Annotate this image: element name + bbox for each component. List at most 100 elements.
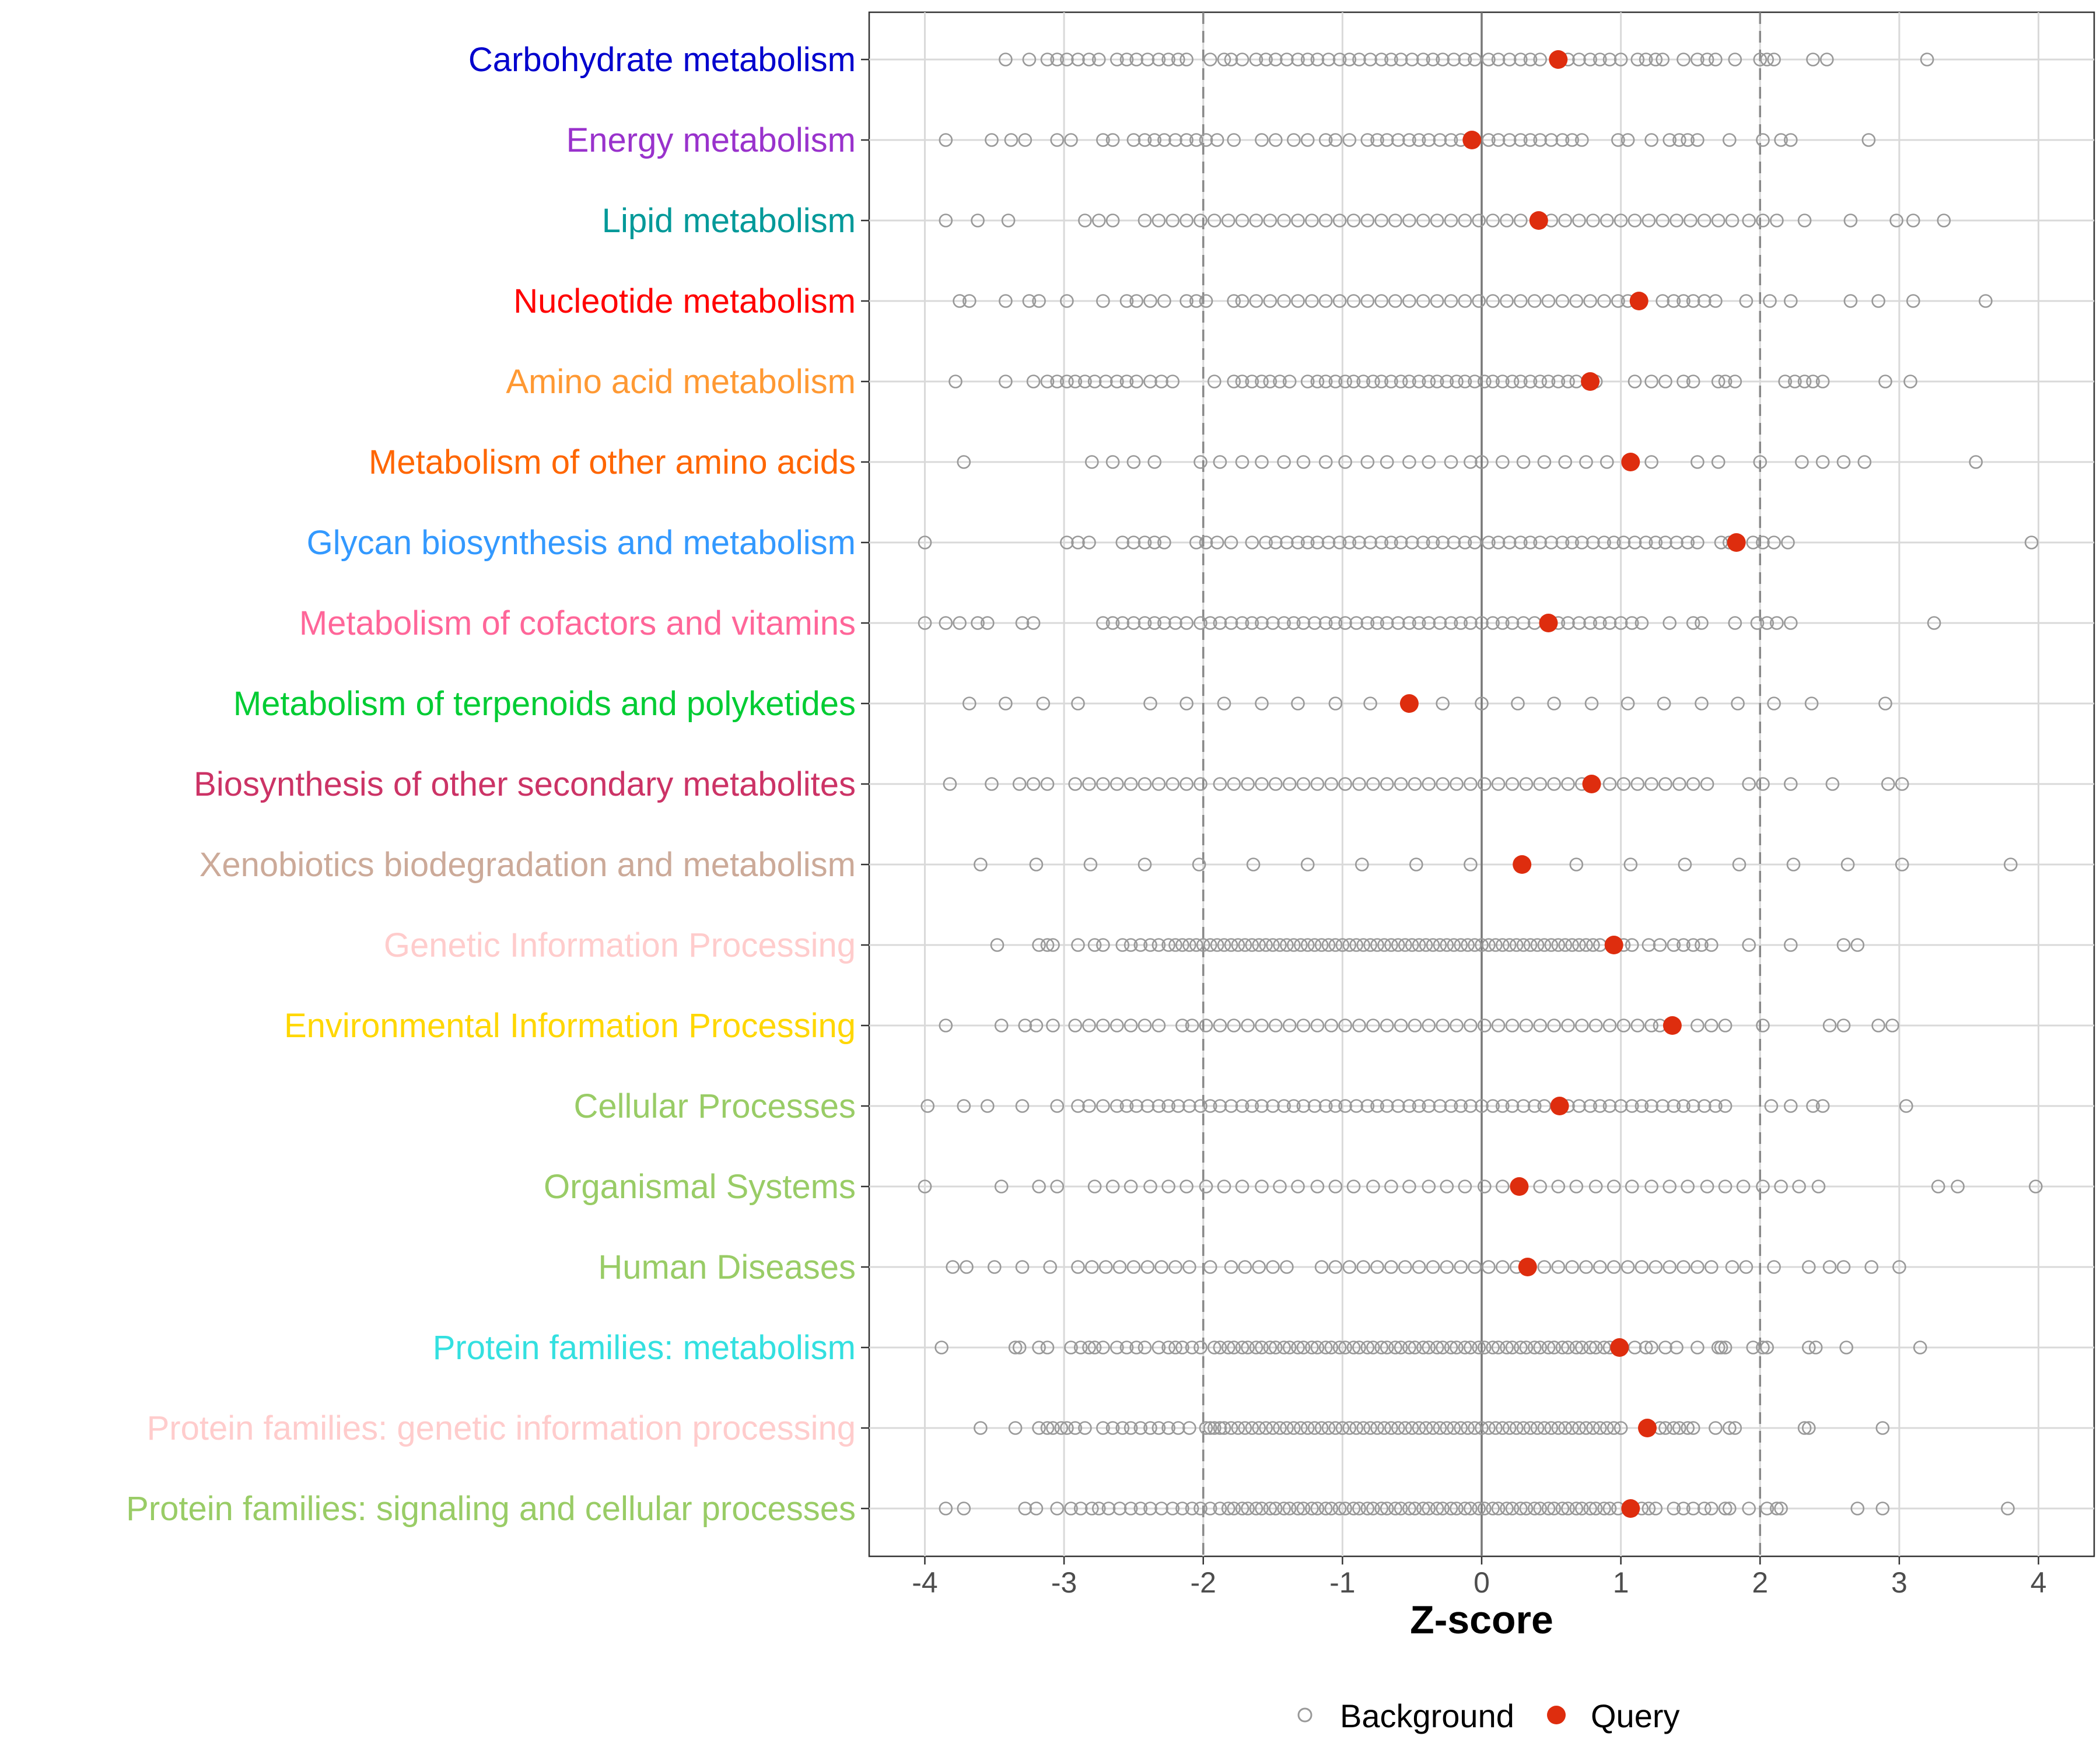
category-label: Protein families: genetic information pr… [147,1409,856,1447]
background-point [1171,1421,1185,1435]
background-point [1840,858,1855,872]
query-point [1604,936,1623,954]
background-point [1140,1099,1155,1113]
background-point [1478,777,1492,791]
background-point [1296,1099,1311,1113]
background-point [1143,374,1157,388]
background-point [1374,294,1388,308]
category-label: Cellular Processes [573,1087,856,1125]
background-point [1468,1421,1482,1435]
background-point [1698,214,1712,228]
background-point [1593,1099,1607,1113]
background-point [1458,294,1472,308]
category-label: Lipid metabolism [602,202,856,240]
background-point [1797,214,1812,228]
background-point [1213,455,1227,469]
background-point [1464,858,1478,872]
background-point [1572,1421,1586,1435]
background-point [1366,1502,1380,1516]
background-point [1541,294,1556,308]
background-point [1881,777,1895,791]
background-point [1208,1421,1222,1435]
background-point [1087,1180,1102,1194]
background-point [1698,294,1712,308]
background-point [1519,1340,1534,1354]
background-point [1241,777,1255,791]
background-point [1277,1502,1291,1516]
background-point [1217,938,1231,952]
background-point [1124,1019,1138,1032]
background-point [1767,536,1781,550]
background-point [1527,1502,1542,1516]
background-point [1784,1099,1798,1113]
category-label: Biosynthesis of other secondary metaboli… [194,765,856,803]
background-point [1586,214,1600,228]
background-point [1227,133,1241,147]
background-point [1071,1260,1085,1274]
background-point [1843,294,1858,308]
background-point [1491,52,1506,66]
background-point [1277,1099,1291,1113]
background-point [1728,374,1742,388]
background-point [1126,455,1141,469]
background-point [1203,1099,1217,1113]
background-point [1096,294,1110,308]
background-point [1426,52,1440,66]
background-point [1700,52,1714,66]
background-point [1050,1099,1064,1113]
background-point [1461,938,1475,952]
background-point [1797,374,1812,388]
background-point [1489,1421,1503,1435]
background-point [1307,616,1322,630]
background-point [1050,1180,1064,1194]
background-point [1269,1340,1283,1354]
background-point [1199,1180,1213,1194]
background-point [943,777,957,791]
background-point [1296,1340,1311,1354]
background-point [1444,455,1458,469]
background-point [1412,1099,1426,1113]
background-point [1189,133,1203,147]
background-point [1273,1180,1287,1194]
background-point [1475,1421,1489,1435]
background-point [1152,1099,1166,1113]
background-point [1444,214,1458,228]
background-point [1709,294,1723,308]
background-point [1430,294,1444,308]
background-point [1152,938,1166,952]
background-point [1672,777,1686,791]
background-point [1628,536,1642,550]
background-point [1756,1180,1770,1194]
background-point [1756,133,1770,147]
background-point [1335,938,1350,952]
background-point [1143,1502,1157,1516]
background-point [1496,616,1510,630]
background-point [1194,616,1208,630]
background-point [1115,536,1130,550]
category-label: Nucleotide metabolism [513,282,856,320]
background-point [1486,214,1500,228]
background-point [1096,1099,1110,1113]
background-point [1784,938,1798,952]
background-point [1210,938,1224,952]
background-point [1161,938,1175,952]
background-point [1335,1421,1350,1435]
background-point [994,1180,1009,1194]
background-point [1644,1340,1658,1354]
background-point [1523,374,1538,388]
background-point [1416,214,1430,228]
background-point [1502,938,1517,952]
background-point [1161,1421,1175,1435]
background-point [1291,1502,1305,1516]
background-point [1739,1260,1754,1274]
background-point [1565,938,1579,952]
background-point [1602,616,1617,630]
background-point [1478,1340,1492,1354]
background-point [1505,1502,1520,1516]
background-point [1686,616,1700,630]
background-point [1690,1019,1704,1032]
x-axis-title: Z-score [1410,1598,1553,1642]
background-point [1224,616,1238,630]
background-point [1384,1180,1398,1194]
background-point [1450,1502,1464,1516]
